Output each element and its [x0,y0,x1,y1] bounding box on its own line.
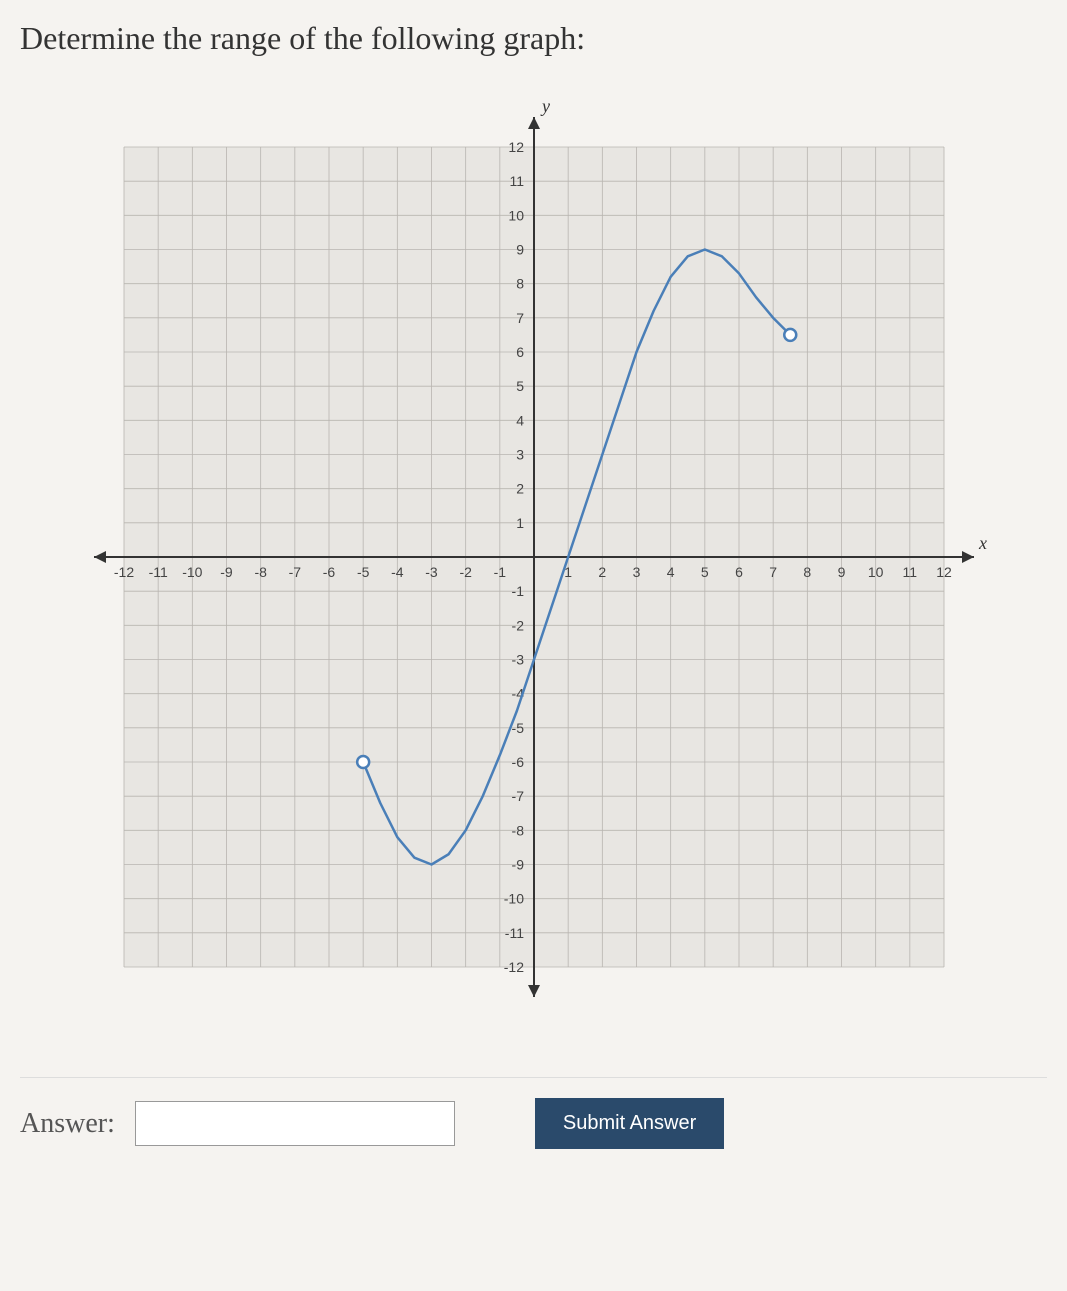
svg-text:-11: -11 [504,925,523,941]
chart-container: -12-11-10-9-8-7-6-5-4-3-2-11234567891011… [20,97,1047,1017]
svg-text:y: y [540,97,550,116]
svg-text:-6: -6 [511,754,524,770]
svg-text:10: 10 [508,207,524,223]
svg-text:-1: -1 [493,564,506,580]
svg-text:11: 11 [509,173,524,189]
svg-text:3: 3 [632,564,640,580]
svg-text:12: 12 [508,139,524,155]
svg-text:-3: -3 [425,564,438,580]
submit-button[interactable]: Submit Answer [535,1098,724,1149]
svg-text:-9: -9 [511,857,524,873]
svg-text:-11: -11 [148,564,167,580]
svg-text:6: 6 [735,564,743,580]
function-graph: -12-11-10-9-8-7-6-5-4-3-2-11234567891011… [74,97,994,1017]
svg-text:1: 1 [516,515,524,531]
svg-text:-2: -2 [459,564,472,580]
svg-text:-7: -7 [288,564,301,580]
svg-text:8: 8 [803,564,811,580]
question-text: Determine the range of the following gra… [20,20,1047,57]
svg-text:7: 7 [769,564,777,580]
svg-text:11: 11 [902,564,917,580]
svg-text:8: 8 [516,276,524,292]
svg-text:2: 2 [516,481,524,497]
svg-text:-10: -10 [503,891,523,907]
svg-text:-4: -4 [391,564,404,580]
svg-text:-1: -1 [511,583,524,599]
answer-label: Answer: [20,1108,115,1140]
svg-text:12: 12 [936,564,952,580]
svg-text:-9: -9 [220,564,233,580]
answer-input[interactable] [135,1101,455,1146]
svg-text:6: 6 [516,344,524,360]
svg-text:9: 9 [837,564,845,580]
svg-text:-2: -2 [511,617,524,633]
svg-text:-7: -7 [511,788,524,804]
svg-text:3: 3 [516,447,524,463]
svg-text:-12: -12 [503,959,523,975]
answer-section: Answer: Submit Answer [20,1077,1047,1169]
svg-text:5: 5 [700,564,708,580]
svg-text:4: 4 [666,564,674,580]
svg-text:-3: -3 [511,652,524,668]
svg-text:-8: -8 [254,564,267,580]
question-container: Determine the range of the following gra… [20,20,1047,57]
svg-text:9: 9 [516,242,524,258]
svg-text:-10: -10 [182,564,202,580]
svg-text:2: 2 [598,564,606,580]
svg-text:10: 10 [867,564,883,580]
svg-text:-12: -12 [113,564,133,580]
svg-text:-8: -8 [511,822,524,838]
svg-text:-6: -6 [322,564,335,580]
svg-text:x: x [978,533,987,553]
svg-text:7: 7 [516,310,524,326]
svg-text:4: 4 [516,412,524,428]
svg-text:-5: -5 [356,564,369,580]
svg-text:5: 5 [516,378,524,394]
